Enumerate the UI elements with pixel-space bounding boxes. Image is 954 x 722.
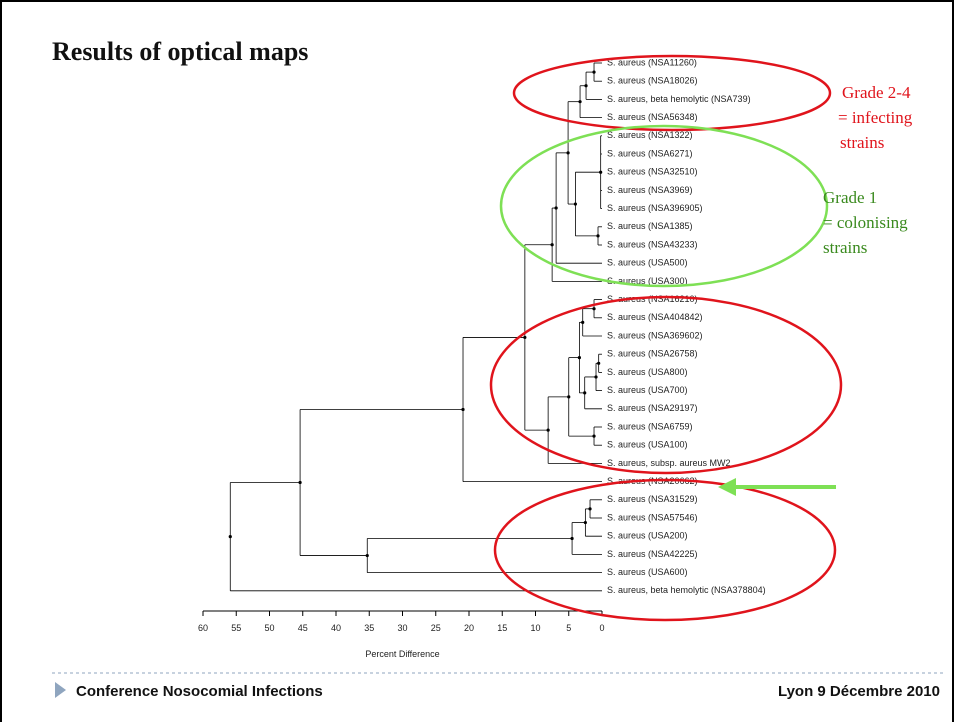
leaf-label: S. aureus (NSA11260) [607, 57, 697, 67]
axis-label: Percent Difference [365, 649, 439, 659]
node [599, 170, 603, 174]
leaf-label: S. aureus (NSA56348) [607, 112, 698, 122]
leaf-label: S. aureus (NSA396905) [607, 203, 703, 213]
annotation: Grade 1 [823, 188, 877, 207]
annotation: strains [840, 133, 884, 152]
highlight-ellipse [499, 124, 829, 288]
x-tick-label: 30 [397, 623, 407, 633]
node [228, 535, 232, 539]
leaf-label: S. aureus (NSA369602) [607, 330, 703, 340]
node [583, 391, 587, 395]
leaf-label: S. aureus (NSA3969) [607, 185, 693, 195]
leaf-label: S. aureus (NSA1322) [607, 130, 693, 140]
footer-left: Conference Nosocomial Infections [76, 683, 323, 700]
slide-title: Results of optical maps [52, 37, 308, 66]
node [578, 100, 582, 104]
node [566, 151, 570, 155]
leaf-label: S. aureus, beta hemolytic (NSA378804) [607, 585, 766, 595]
x-tick-label: 35 [364, 623, 374, 633]
annotation: strains [823, 238, 867, 257]
leaf-label: S. aureus (USA100) [607, 440, 688, 450]
x-tick-label: 5 [566, 623, 571, 633]
x-tick-label: 25 [431, 623, 441, 633]
leaf-label: S. aureus, subsp. aureus MW2 [607, 458, 731, 468]
x-tick-label: 55 [231, 623, 241, 633]
leaf-label: S. aureus (NSA26758) [607, 349, 698, 359]
leaf-label: S. aureus (NSA29197) [607, 403, 698, 413]
leaf-label: S. aureus, beta hemolytic (NSA739) [607, 94, 751, 104]
leaf-label: S. aureus (NSA31529) [607, 494, 698, 504]
x-tick-label: 50 [264, 623, 274, 633]
x-tick-label: 0 [599, 623, 604, 633]
arrow [718, 478, 836, 496]
annotation: = colonising [823, 213, 908, 232]
x-tick-label: 10 [530, 623, 540, 633]
highlight-ellipse [489, 295, 843, 475]
leaf-label: S. aureus (USA300) [607, 276, 688, 286]
leaf-label: S. aureus (NSA6271) [607, 148, 693, 158]
leaf-label: S. aureus (NSA1385) [607, 221, 693, 231]
leaf-label: S. aureus (USA700) [607, 385, 688, 395]
x-tick-label: 15 [497, 623, 507, 633]
annotation: Grade 2-4 [842, 83, 911, 102]
leaf-label: S. aureus (NSA32510) [607, 167, 698, 177]
leaf-label: S. aureus (NSA57546) [607, 512, 698, 522]
leaf-label: S. aureus (USA800) [607, 367, 688, 377]
footer-right: Lyon 9 Décembre 2010 [778, 683, 940, 700]
annotation: = infecting [838, 108, 913, 127]
x-tick-label: 60 [198, 623, 208, 633]
leaf-label: S. aureus (USA600) [607, 567, 688, 577]
highlight-ellipse [493, 478, 837, 622]
leaf-label: S. aureus (NSA43233) [607, 239, 698, 249]
node [581, 320, 585, 324]
bullet [55, 682, 66, 698]
x-tick-label: 20 [464, 623, 474, 633]
leaf-label: S. aureus (NSA16210) [607, 294, 698, 304]
leaf-label: S. aureus (USA200) [607, 531, 688, 541]
leaf-label: S. aureus (NSA18026) [607, 76, 698, 86]
leaf-label: S. aureus (USA500) [607, 258, 688, 268]
node [597, 361, 601, 365]
highlight-ellipse [512, 54, 832, 132]
leaf-label: S. aureus (NSA6759) [607, 421, 693, 431]
node [584, 84, 588, 88]
x-tick-label: 45 [298, 623, 308, 633]
leaf-label: S. aureus (NSA404842) [607, 312, 703, 322]
node [570, 536, 574, 541]
leaf-label: S. aureus (NSA42225) [607, 549, 698, 559]
x-tick-label: 40 [331, 623, 341, 633]
